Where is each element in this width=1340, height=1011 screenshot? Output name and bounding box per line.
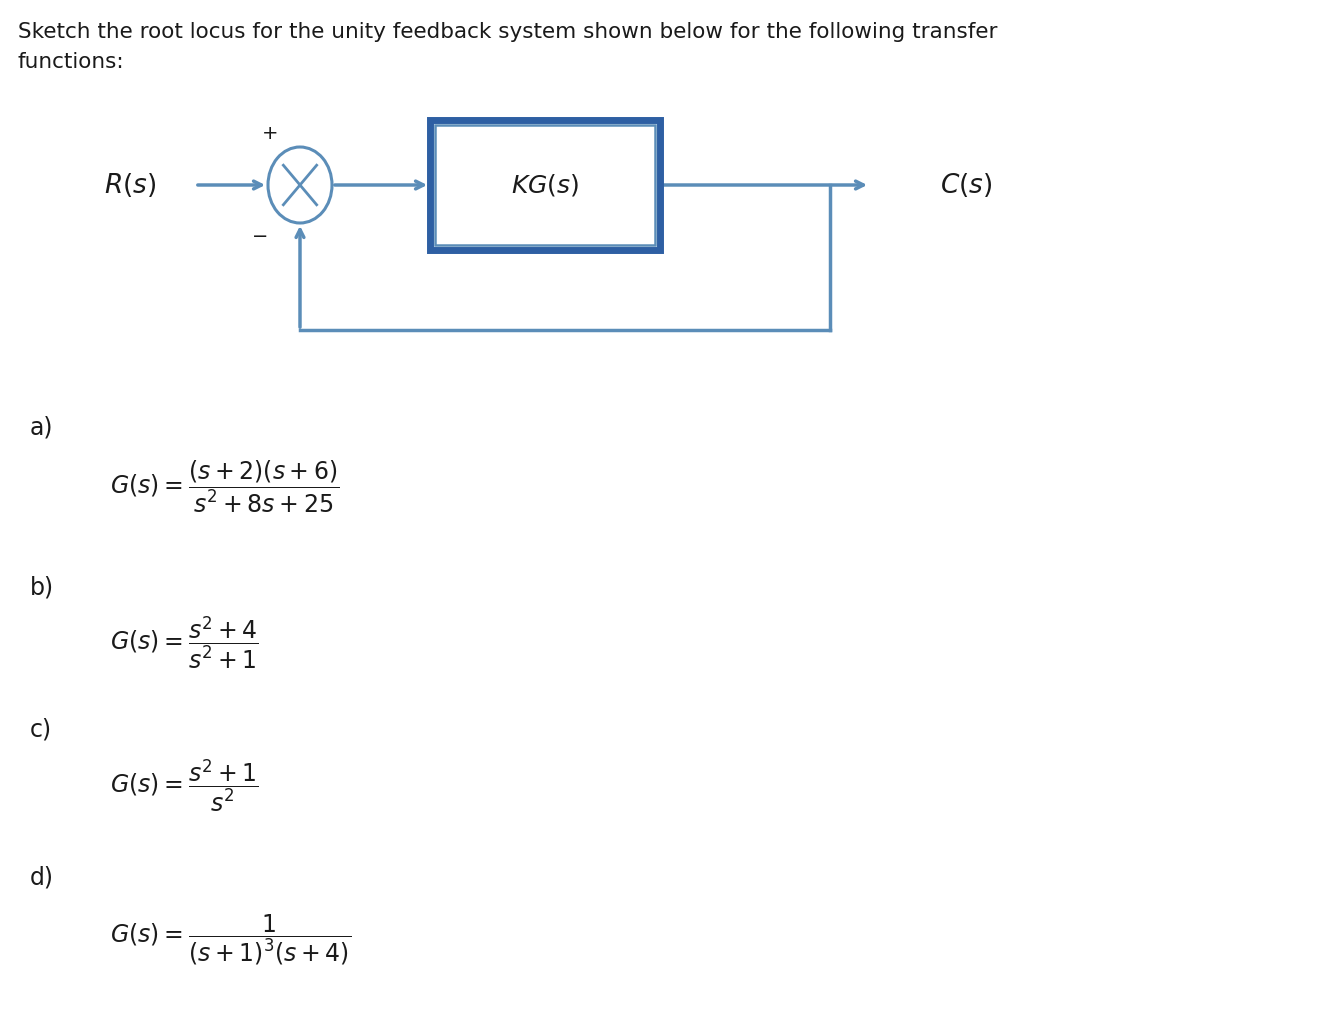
Text: $\mathit{G}(s) = \dfrac{s^{2}+1}{s^{2}}$: $\mathit{G}(s) = \dfrac{s^{2}+1}{s^{2}}$ xyxy=(110,757,259,815)
Text: −: − xyxy=(252,227,268,246)
Text: $\mathit{G}(s) = \dfrac{1}{(s+1)^{3}(s+4)}$: $\mathit{G}(s) = \dfrac{1}{(s+1)^{3}(s+4… xyxy=(110,913,351,968)
Text: d): d) xyxy=(29,865,54,889)
Text: $\mathit{C}(s)$: $\mathit{C}(s)$ xyxy=(939,171,993,199)
Text: $\mathit{KG}(s)$: $\mathit{KG}(s)$ xyxy=(511,172,579,198)
Bar xyxy=(430,120,661,250)
Text: c): c) xyxy=(29,718,52,742)
Text: +: + xyxy=(261,124,279,143)
Text: a): a) xyxy=(29,415,54,439)
Text: Sketch the root locus for the unity feedback system shown below for the followin: Sketch the root locus for the unity feed… xyxy=(17,22,997,42)
Text: functions:: functions: xyxy=(17,52,125,72)
Bar xyxy=(436,125,655,245)
Text: $\mathit{R}(s)$: $\mathit{R}(s)$ xyxy=(103,171,157,199)
Text: b): b) xyxy=(29,575,54,599)
Text: $\mathit{G}(s) = \dfrac{s^{2}+4}{s^{2}+1}$: $\mathit{G}(s) = \dfrac{s^{2}+4}{s^{2}+1… xyxy=(110,615,259,671)
Text: $\mathit{G}(s) = \dfrac{(s+2)(s+6)}{s^{2}+8s+25}$: $\mathit{G}(s) = \dfrac{(s+2)(s+6)}{s^{2… xyxy=(110,459,339,516)
